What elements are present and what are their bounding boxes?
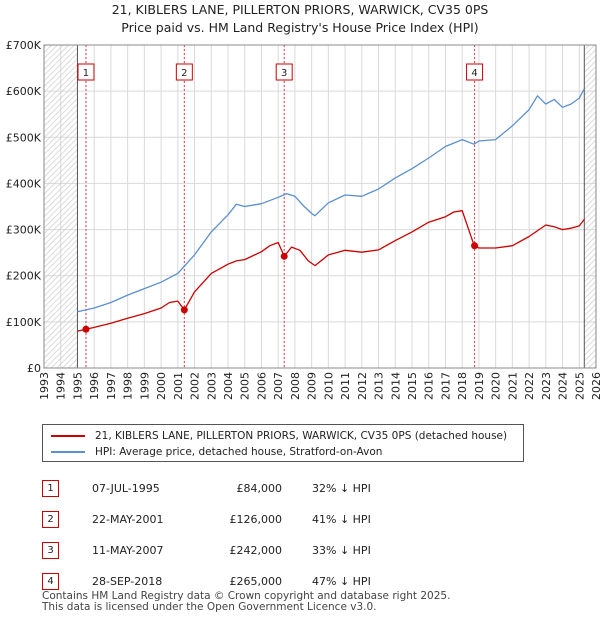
x-tick-label: 2021 <box>506 372 519 400</box>
legend-item-property: 21, KIBLERS LANE, PILLERTON PRIORS, WARW… <box>51 428 507 444</box>
y-tick-label: £100K <box>6 316 42 329</box>
x-tick-label: 2014 <box>389 372 402 400</box>
sale-marker-label: 2 <box>181 68 187 79</box>
x-tick-label: 2015 <box>406 372 419 400</box>
sale-marker-box <box>175 63 193 81</box>
x-tick-label: 2003 <box>205 372 218 400</box>
x-tick-label: 2022 <box>523 372 536 400</box>
x-tick-label: 2002 <box>189 372 202 400</box>
sale-date: 22-MAY-2001 <box>92 513 164 526</box>
footer-licence: This data is licensed under the Open Gov… <box>42 601 377 613</box>
sale-marker-box <box>275 63 293 81</box>
x-tick-label: 2019 <box>473 372 486 400</box>
chart-title: 21, KIBLERS LANE, PILLERTON PRIORS, WARW… <box>111 2 489 17</box>
x-tick-label: 1996 <box>88 372 101 400</box>
x-tick-label: 2012 <box>356 372 369 400</box>
sale-date: 07-JUL-1995 <box>92 482 160 495</box>
sale-marker-box <box>77 63 95 81</box>
footer-note: Contains HM Land Registry data © Crown c… <box>42 591 450 613</box>
legend-item-hpi: HPI: Average price, detached house, Stra… <box>51 444 382 460</box>
sale-badge: 1 <box>42 480 59 497</box>
x-tick-label: 2020 <box>490 372 503 400</box>
footer-copyright: Contains HM Land Registry data © Crown c… <box>42 590 451 602</box>
y-tick-label: £200K <box>6 270 42 283</box>
x-tick-label: 2006 <box>255 372 268 400</box>
sale-hpi: 41% ↓ HPI <box>312 513 371 526</box>
x-tick-label: 2009 <box>306 372 319 400</box>
x-tick-label: 2025 <box>573 372 586 400</box>
x-tick-label: 2000 <box>155 372 168 400</box>
x-tick-label: 1997 <box>105 372 118 400</box>
sale-marker-label: 3 <box>281 68 287 79</box>
chart-subtitle: Price paid vs. HM Land Registry's House … <box>121 20 479 35</box>
sale-hpi: 33% ↓ HPI <box>312 544 371 557</box>
sale-price: £242,000 <box>229 544 283 557</box>
sale-badge: 2 <box>42 511 59 528</box>
x-tick-label: 1995 <box>71 372 84 400</box>
sale-marker-label: 4 <box>471 68 477 79</box>
x-tick-label: 2023 <box>540 372 553 400</box>
table-row: 3 11-MAY-2007 £242,000 33% ↓ HPI <box>42 535 412 566</box>
y-tick-label: £400K <box>6 177 42 190</box>
x-tick-label: 2016 <box>423 372 436 400</box>
pre-data-hatch <box>44 45 78 368</box>
x-tick-label: 2026 <box>590 372 600 400</box>
y-tick-label: £500K <box>6 131 42 144</box>
plot-frame <box>43 44 597 369</box>
transactions-table: 1 07-JUL-1995 £84,000 32% ↓ HPI 2 22-MAY… <box>42 473 412 597</box>
y-tick-label: £700K <box>6 39 42 52</box>
legend-swatch-property <box>51 435 85 437</box>
legend-label-hpi: HPI: Average price, detached house, Stra… <box>95 446 383 458</box>
sale-point <box>280 252 288 260</box>
x-tick-label: 2018 <box>456 372 469 400</box>
x-tick-label: 1994 <box>55 372 68 400</box>
x-tick-label: 2001 <box>172 372 185 400</box>
post-data-hatch <box>584 45 596 368</box>
y-tick-label: £600K <box>6 85 42 98</box>
sale-date: 11-MAY-2007 <box>92 544 164 557</box>
table-row: 2 22-MAY-2001 £126,000 41% ↓ HPI <box>42 504 412 535</box>
sale-date: 28-SEP-2018 <box>92 575 163 588</box>
table-row: 1 07-JUL-1995 £84,000 32% ↓ HPI <box>42 473 412 504</box>
sale-point <box>82 325 90 333</box>
sale-price: £265,000 <box>229 575 283 588</box>
y-tick-label: £0 <box>27 362 41 375</box>
sale-point <box>180 306 188 314</box>
x-tick-label: 1993 <box>38 372 51 400</box>
x-tick-label: 2010 <box>322 372 335 400</box>
x-tick-label: 2007 <box>272 372 285 400</box>
sale-hpi: 47% ↓ HPI <box>312 575 371 588</box>
x-tick-label: 2005 <box>239 372 252 400</box>
x-tick-label: 2013 <box>373 372 386 400</box>
x-tick-label: 2008 <box>289 372 302 400</box>
x-tick-label: 1999 <box>138 372 151 400</box>
hpi-line <box>77 88 585 313</box>
x-tick-label: 2017 <box>439 372 452 400</box>
sale-badge: 4 <box>42 573 59 590</box>
sale-marker-box <box>466 63 484 81</box>
x-tick-label: 2004 <box>222 372 235 400</box>
x-tick-label: 2011 <box>339 372 352 400</box>
sale-badge: 3 <box>42 542 59 559</box>
price-chart: 1 2 3 4 £0 £100K £200K £300K £400K £500K £600K £70… <box>6 39 600 400</box>
table-row: 4 28-SEP-2018 £265,000 47% ↓ HPI <box>42 566 412 597</box>
sale-price: £84,000 <box>236 482 283 495</box>
x-tick-label: 1998 <box>122 372 135 400</box>
y-tick-label: £300K <box>6 224 42 237</box>
sale-point <box>471 242 479 250</box>
legend-swatch-hpi <box>51 451 85 453</box>
legend-label-property: 21, KIBLERS LANE, PILLERTON PRIORS, WARW… <box>95 430 508 442</box>
sale-hpi: 32% ↓ HPI <box>312 482 371 495</box>
property-price-line <box>77 210 585 332</box>
x-tick-label: 2024 <box>557 372 570 400</box>
chart-legend: 21, KIBLERS LANE, PILLERTON PRIORS, WARW… <box>42 424 524 462</box>
sale-price: £126,000 <box>229 513 283 526</box>
sale-marker-label: 1 <box>83 68 89 79</box>
